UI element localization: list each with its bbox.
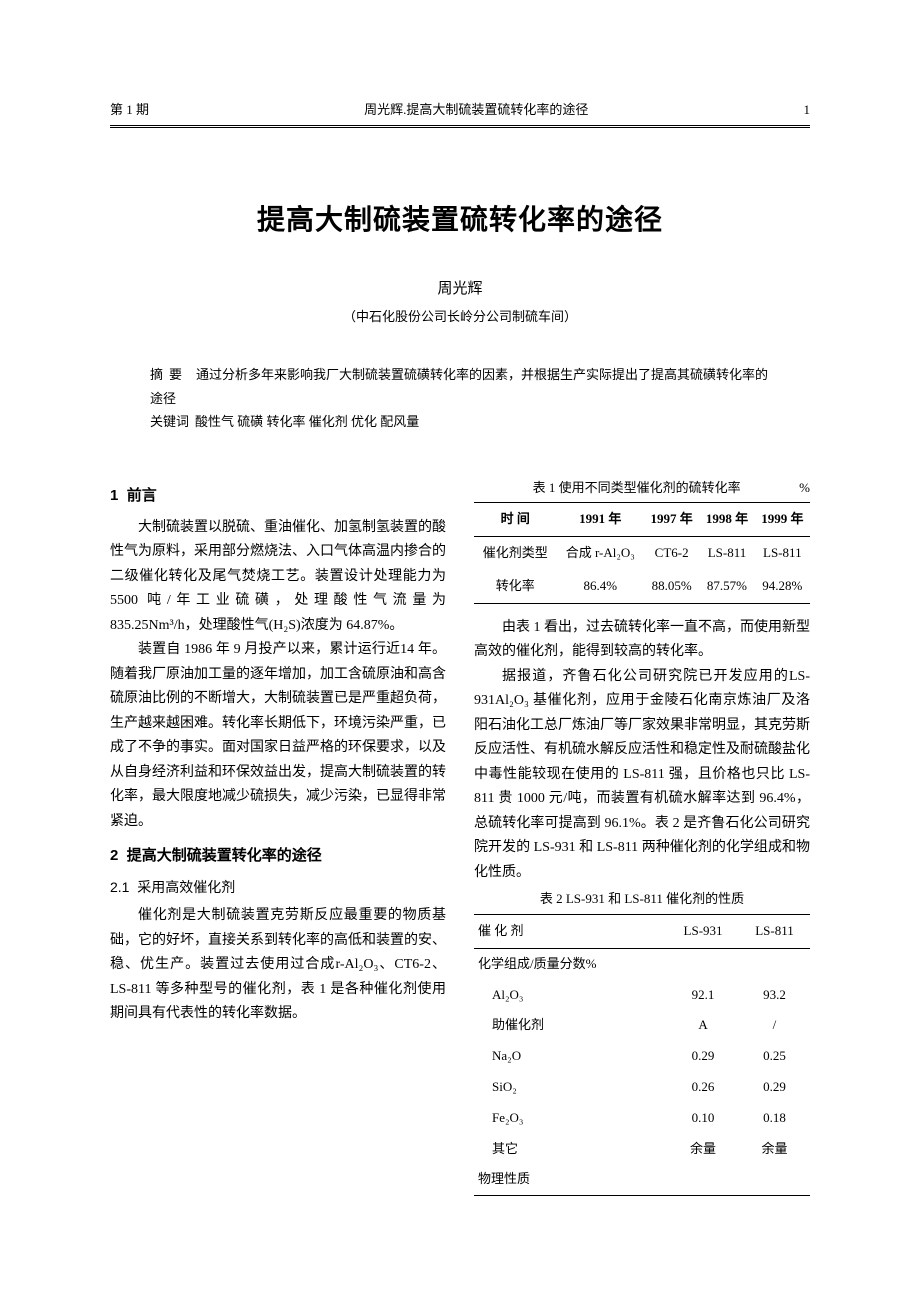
th: LS-931 [667,915,739,949]
abstract-text: 通过分析多年来影响我厂大制硫装置硫磺转化率的因素，并根据生产实际提出了提高其硫磺… [150,367,768,405]
affiliation: （中石化股份公司长岭分公司制硫车间） [110,307,810,328]
header-center: 周光辉.提高大制硫装置硫转化率的途径 [364,100,588,121]
td: / [739,1010,810,1041]
table-row: 物理性质 [474,1164,810,1195]
table-row: SiO₂0.260.29 [474,1072,810,1103]
section-1-heading: 1 前言 [110,484,446,508]
td [667,948,739,979]
td-label: SiO₂ [474,1072,667,1103]
table1: 时 间 1991 年 1997 年 1998 年 1999 年 催化剂类型 合成… [474,502,810,603]
abstract-block: 摘要通过分析多年来影响我厂大制硫装置硫磺转化率的因素，并根据生产实际提出了提高其… [110,363,810,433]
th: 催 化 剂 [474,915,667,949]
td: 87.57% [699,570,754,603]
td-label: Na₂O [474,1041,667,1072]
page-header: 第 1 期 周光辉.提高大制硫装置硫转化率的途径 1 [110,100,810,128]
table-row: 助催化剂A/ [474,1010,810,1041]
table-row: 催化剂类型 合成 r-Al₂O₃ CT6-2 LS-811 LS-811 [474,537,810,570]
td: 0.29 [667,1041,739,1072]
section-2-1-heading: 2.1 采用高效催化剂 [110,876,446,898]
td: LS-811 [699,537,754,570]
td: 余量 [667,1134,739,1165]
author: 周光辉 [110,277,810,301]
td: 86.4% [557,570,644,603]
td: 0.29 [739,1072,810,1103]
keywords-text: 酸性气 硫磺 转化率 催化剂 优化 配风量 [195,414,419,429]
paragraph: 催化剂是大制硫装置克劳斯反应最重要的物质基础，它的好坏，直接关系到转化率的高低和… [110,904,446,1027]
keywords: 关键词酸性气 硫磺 转化率 催化剂 优化 配风量 [150,410,770,433]
td-label: Al₂O₃ [474,980,667,1011]
th: 1999 年 [755,503,810,537]
abstract-label: 摘要 [150,367,188,382]
th: 1998 年 [699,503,754,537]
paragraph: 装置自 1986 年 9 月投产以来，累计运行近14 年。随着我厂原油加工量的逐… [110,638,446,834]
subsection-title: 采用高效催化剂 [137,879,235,895]
left-column: 1 前言 大制硫装置以脱硫、重油催化、加氢制氢装置的酸性气为原料，采用部分燃烧法… [110,474,446,1197]
keywords-label: 关键词 [150,414,189,429]
table-row: Fe₂O₃0.100.18 [474,1103,810,1134]
td [667,1164,739,1195]
section-title: 提高大制硫装置转化率的途径 [127,847,322,864]
table2: 催 化 剂 LS-931 LS-811 化学组成/质量分数%Al₂O₃92.19… [474,914,810,1196]
td: 94.28% [755,570,810,603]
section-2-heading: 2 提高大制硫装置转化率的途径 [110,844,446,868]
caption-unit: % [799,478,810,499]
th: 时 间 [474,503,557,537]
table-header-row: 催 化 剂 LS-931 LS-811 [474,915,810,949]
header-right: 1 [804,100,811,121]
table-header-row: 时 间 1991 年 1997 年 1998 年 1999 年 [474,503,810,537]
td: LS-811 [755,537,810,570]
section-num: 1 [110,487,118,504]
table1-caption: 表 1 使用不同类型催化剂的硫转化率 % [474,478,810,499]
table2-caption: 表 2 LS-931 和 LS-811 催化剂的性质 [474,889,810,910]
th: 1997 年 [644,503,699,537]
table-row: Na₂O0.290.25 [474,1041,810,1072]
section-num: 2 [110,847,118,864]
table-row: 化学组成/质量分数% [474,948,810,979]
two-column-body: 1 前言 大制硫装置以脱硫、重油催化、加氢制氢装置的酸性气为原料，采用部分燃烧法… [110,474,810,1197]
td-label: 物理性质 [474,1164,667,1195]
td: 0.18 [739,1103,810,1134]
td: 合成 r-Al₂O₃ [557,537,644,570]
table-row: 转化率 86.4% 88.05% 87.57% 94.28% [474,570,810,603]
td-label: 助催化剂 [474,1010,667,1041]
th: LS-811 [739,915,810,949]
caption-text: 表 1 使用不同类型催化剂的硫转化率 [533,480,741,495]
td-label: 催化剂类型 [474,537,557,570]
td: 余量 [739,1134,810,1165]
paragraph: 由表 1 看出，过去硫转化率一直不高，而使用新型高效的催化剂，能得到较高的转化率… [474,616,810,665]
td: 88.05% [644,570,699,603]
subsection-num: 2.1 [110,879,129,895]
td-label: 化学组成/质量分数% [474,948,667,979]
article-title: 提高大制硫装置硫转化率的途径 [110,198,810,243]
td: 0.10 [667,1103,739,1134]
paragraph: 据报道，齐鲁石化公司研究院已开发应用的LS-931Al₂O₃ 基催化剂，应用于金… [474,665,810,886]
table-row: 其它余量余量 [474,1134,810,1165]
right-column: 表 1 使用不同类型催化剂的硫转化率 % 时 间 1991 年 1997 年 1… [474,474,810,1197]
table-row: Al₂O₃92.193.2 [474,980,810,1011]
th: 1991 年 [557,503,644,537]
td: 93.2 [739,980,810,1011]
td: 92.1 [667,980,739,1011]
td-label: Fe₂O₃ [474,1103,667,1134]
td: 0.26 [667,1072,739,1103]
td-label: 其它 [474,1134,667,1165]
abstract: 摘要通过分析多年来影响我厂大制硫装置硫磺转化率的因素，并根据生产实际提出了提高其… [150,363,770,410]
paragraph: 大制硫装置以脱硫、重油催化、加氢制氢装置的酸性气为原料，采用部分燃烧法、入口气体… [110,516,446,639]
td: A [667,1010,739,1041]
td: 0.25 [739,1041,810,1072]
td: CT6-2 [644,537,699,570]
td [739,1164,810,1195]
td [739,948,810,979]
td-label: 转化率 [474,570,557,603]
header-left: 第 1 期 [110,100,149,121]
section-title: 前言 [127,487,157,504]
